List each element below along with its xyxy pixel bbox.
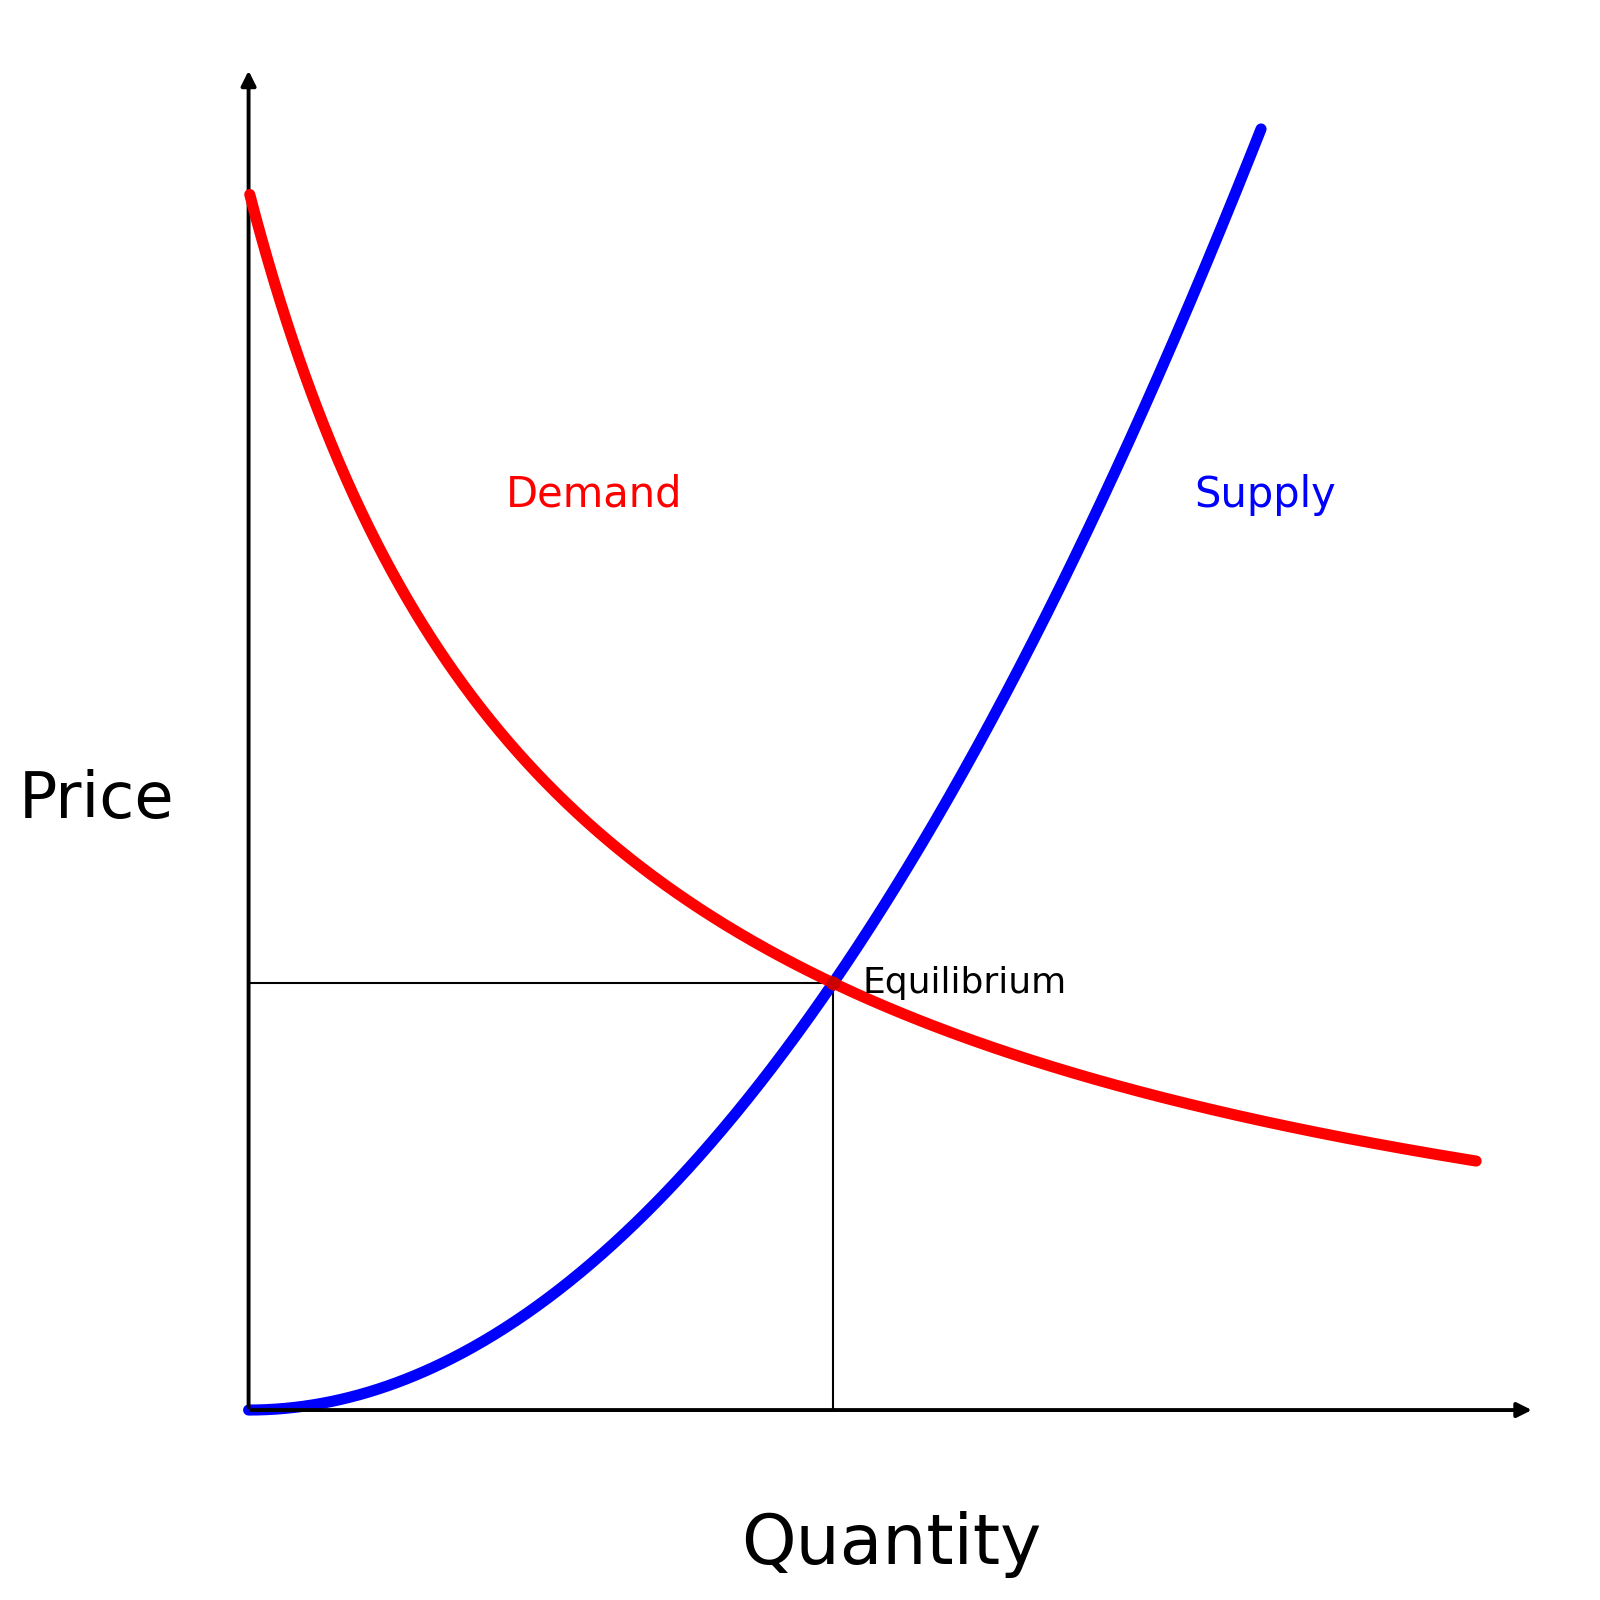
Text: Supply: Supply [1194,474,1336,515]
Text: Price: Price [19,770,174,830]
Text: Demand: Demand [506,474,682,515]
Text: Quantity: Quantity [741,1510,1042,1578]
Text: Equilibrium: Equilibrium [862,966,1067,1000]
